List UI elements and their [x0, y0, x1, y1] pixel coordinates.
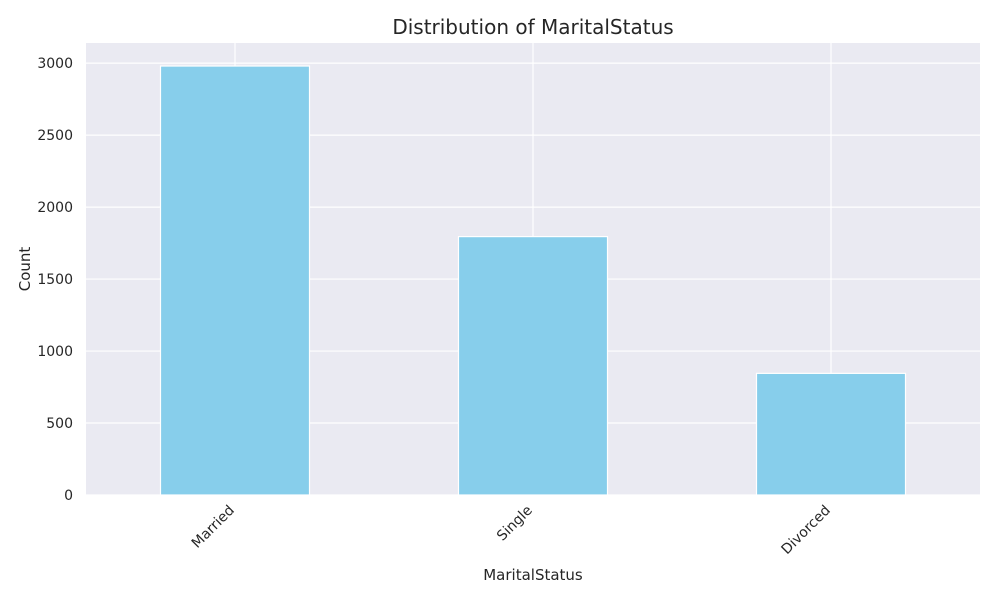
y-axis-title: Count	[16, 247, 34, 292]
bars	[159, 65, 907, 496]
y-tick-label: 1500	[37, 272, 73, 288]
x-tick-labels: Married Single Divorced	[189, 503, 834, 558]
x-axis-title: MaritalStatus	[483, 566, 583, 584]
y-tick-label: 1000	[37, 344, 73, 360]
x-tick-label: Single	[494, 503, 536, 545]
bar-single	[457, 236, 609, 496]
y-tick-labels: 0 500 1000 1500 2000 2500 3000	[37, 56, 73, 504]
y-tick-label: 2000	[37, 200, 73, 216]
y-tick-label: 3000	[37, 56, 73, 72]
x-tick-label: Divorced	[779, 503, 834, 558]
x-tick-label: Married	[189, 503, 238, 552]
bar-married	[159, 65, 311, 496]
y-tick-label: 2500	[37, 128, 73, 144]
y-tick-label: 500	[46, 416, 73, 432]
y-tick-label: 0	[64, 488, 73, 504]
chart-title: Distribution of MaritalStatus	[392, 15, 673, 39]
bar-divorced	[755, 372, 907, 496]
